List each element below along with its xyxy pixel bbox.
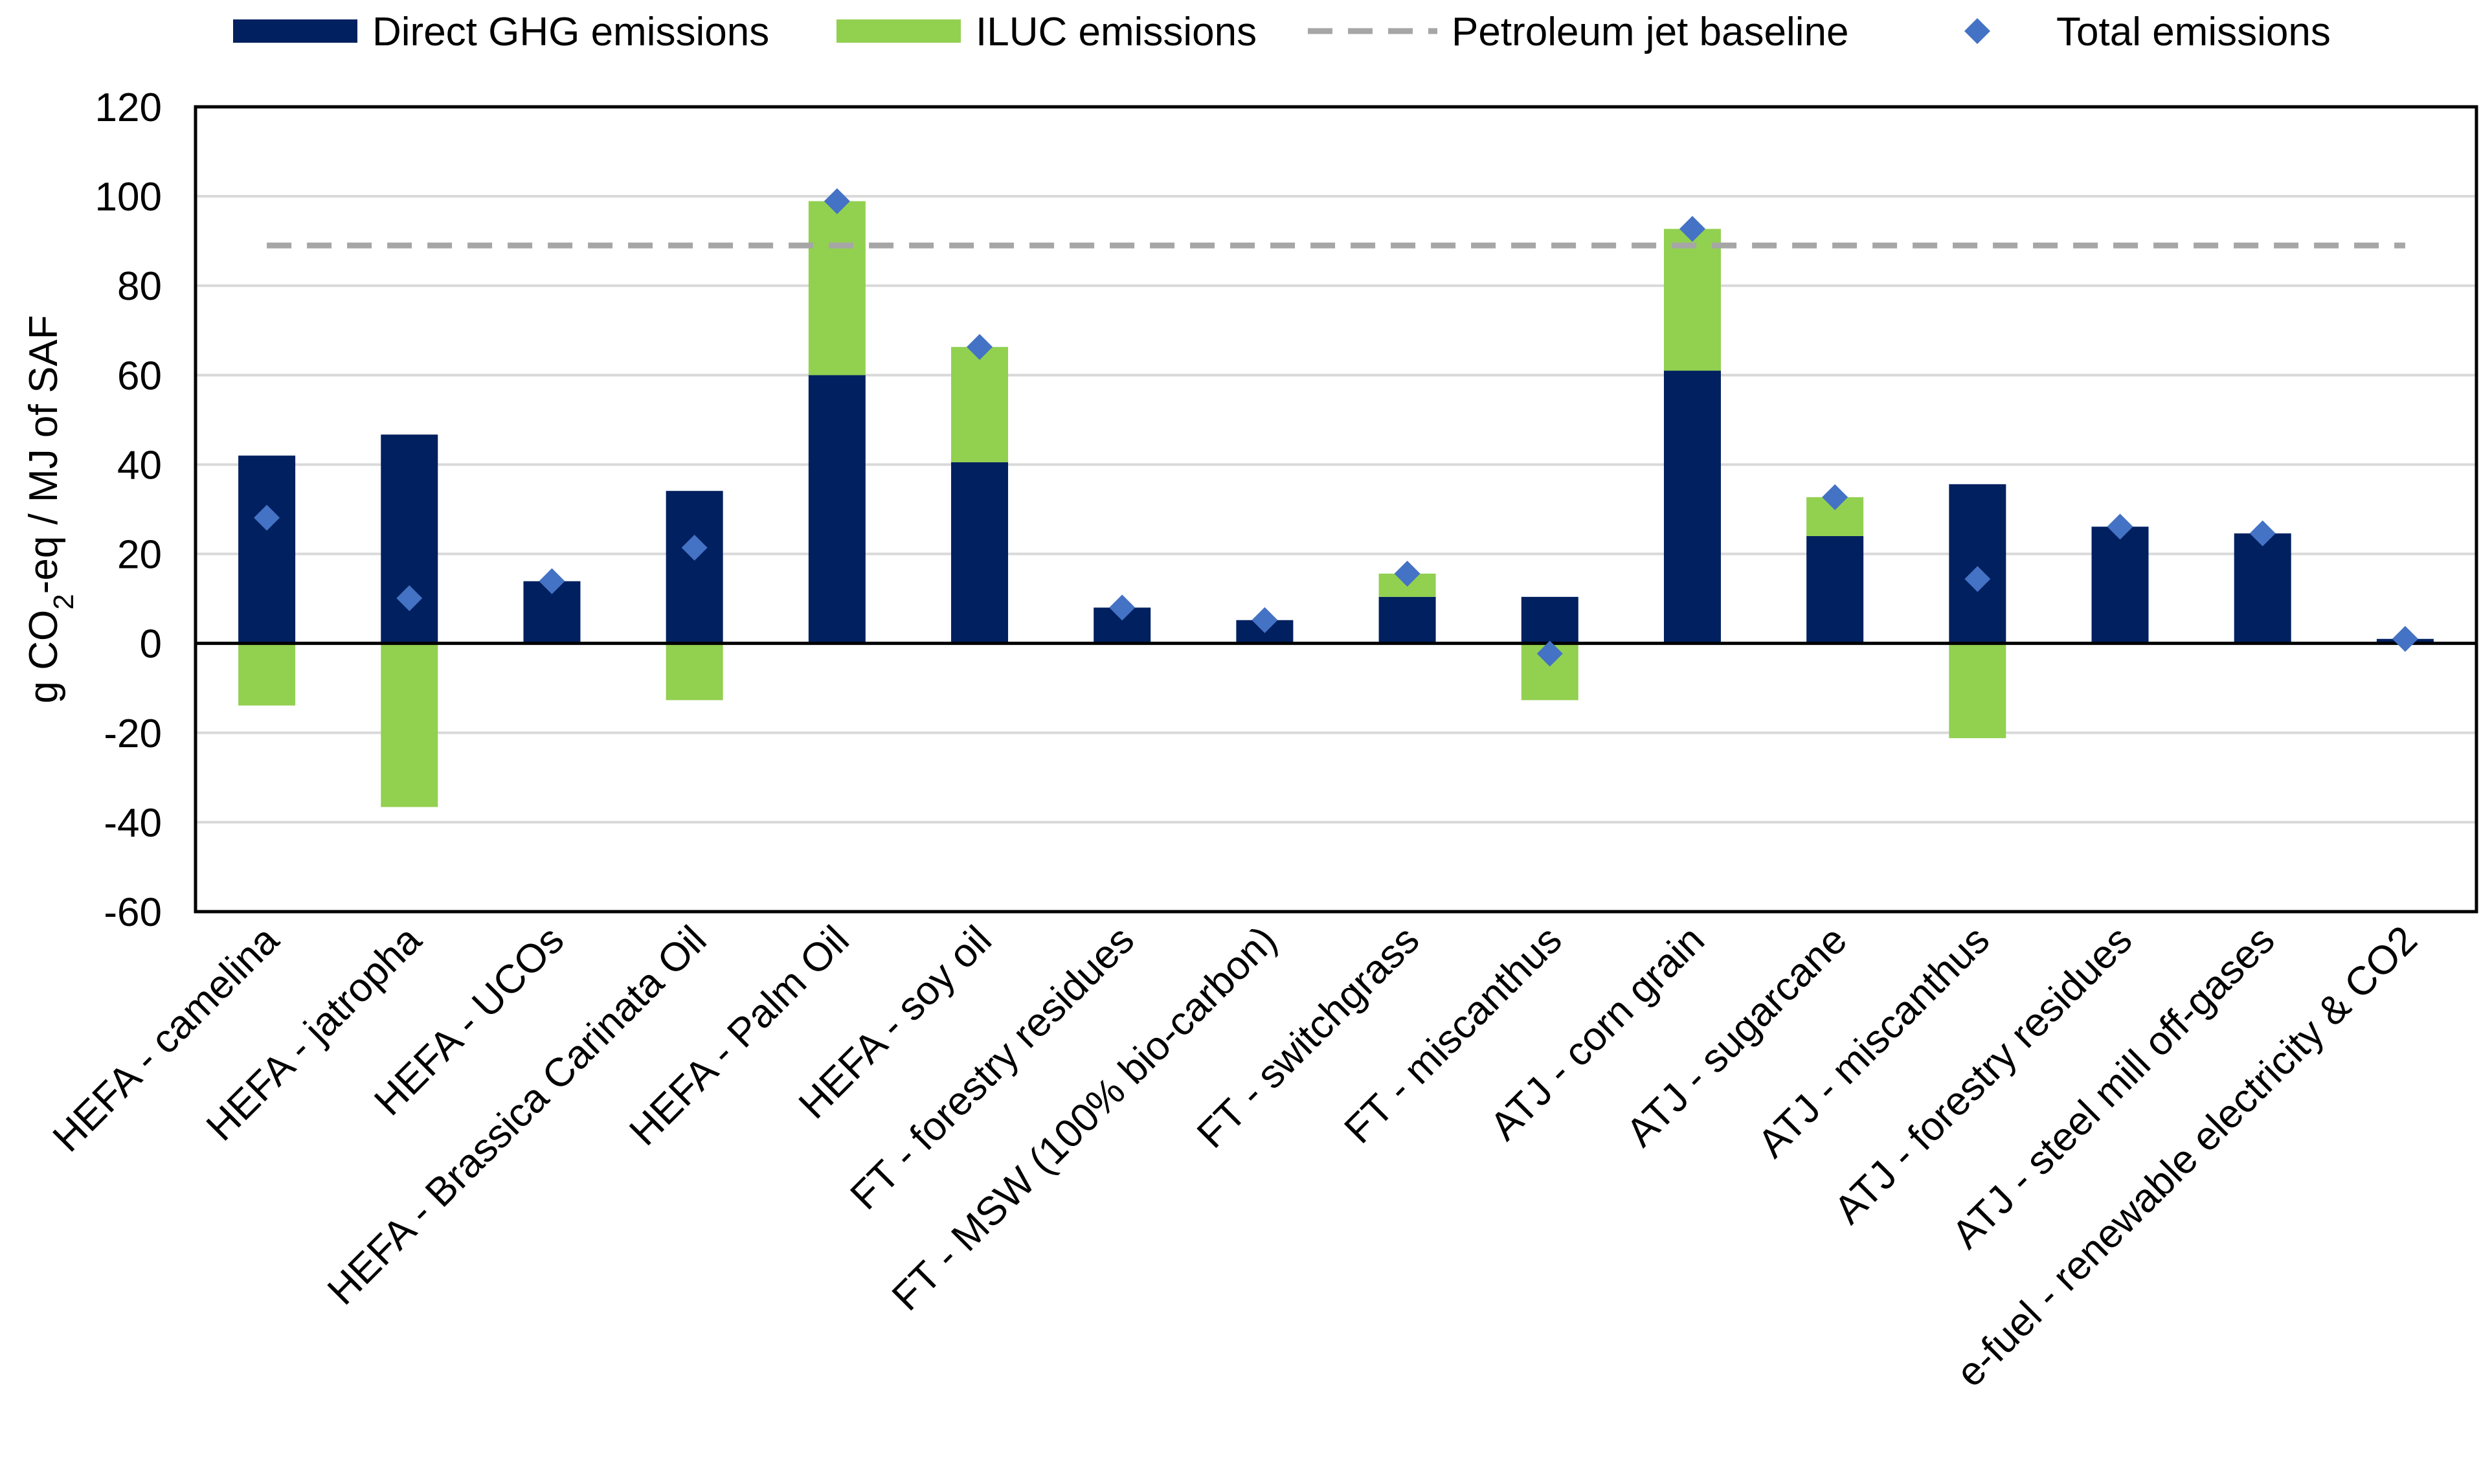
direct-ghg-emissions-bar [951, 462, 1009, 644]
total-emissions-marker [1822, 484, 1848, 510]
plot-area-frame [194, 105, 2478, 914]
y-tick-label: 60 [117, 354, 162, 398]
direct-ghg-emissions-bar [1663, 370, 1721, 644]
y-tick-label: 80 [117, 264, 162, 309]
total-emissions-marker [824, 188, 850, 214]
y-axis-label-prefix: g CO [21, 610, 66, 704]
total-emissions-marker [1394, 560, 1420, 587]
y-axis-label: g CO2-eq / MJ of SAF [21, 315, 80, 704]
total-emissions-marker [396, 585, 423, 611]
total-emissions-marker [1109, 594, 1136, 621]
direct-ghg-emissions-bar [1378, 596, 1436, 644]
total-markers [254, 188, 2418, 667]
iluc-emissions-bar [951, 346, 1009, 462]
total-emissions-marker [2107, 513, 2133, 540]
y-tick-label: 100 [95, 175, 162, 219]
y-axis-tick-labels: 120 100 80 60 40 20 0 -20 -40 -60 [95, 85, 162, 935]
total-emissions-marker [2249, 520, 2276, 546]
iluc-emissions-bar [1949, 643, 2006, 739]
y-axis-label-subscript: 2 [48, 594, 80, 609]
iluc-emissions-bar [808, 201, 866, 376]
y-tick-label: 120 [95, 85, 162, 130]
legend-label-iluc-emissions: ILUC emissions [976, 10, 1257, 54]
direct-ghg-emissions-bar [808, 375, 866, 644]
total-emissions-marker [1679, 216, 1705, 242]
total-emissions-marker [1964, 566, 1991, 592]
direct-ghg-emissions-bar [1949, 484, 2006, 644]
total-emissions-marker [967, 333, 993, 360]
y-axis-label-suffix: -eq / MJ of SAF [21, 315, 66, 594]
x-category-label: FT - forestry residues [842, 917, 1143, 1219]
legend-swatch-iluc-emissions [836, 19, 961, 43]
total-emissions-marker [539, 568, 565, 594]
direct-ghg-emissions-bar [1806, 535, 1864, 644]
y-tick-label: 40 [117, 443, 162, 488]
bars [238, 201, 2434, 807]
legend-label-total-emissions: Total emissions [2056, 10, 2331, 54]
total-emissions-marker [1536, 640, 1563, 667]
iluc-emissions-bar [1663, 229, 1721, 371]
iluc-emissions-bar [238, 643, 296, 706]
legend-label-petroleum-jet-baseline: Petroleum jet baseline [1452, 10, 1848, 54]
direct-ghg-emissions-bar [381, 434, 438, 644]
total-emissions-marker [2392, 625, 2418, 652]
total-emissions-marker [1252, 607, 1278, 633]
y-tick-label: 20 [117, 533, 162, 578]
iluc-emissions-bar [381, 643, 438, 807]
total-emissions-marker [681, 534, 708, 561]
direct-ghg-emissions-bar [2091, 526, 2149, 644]
legend: Direct GHG emissions ILUC emissions Petrol… [233, 10, 2331, 54]
y-tick-label: -60 [104, 890, 162, 935]
direct-ghg-emissions-bar [666, 491, 723, 644]
legend-swatch-direct-ghg-emissions [233, 19, 357, 43]
y-tick-label: 0 [140, 622, 162, 667]
direct-ghg-emissions-bar [2234, 533, 2291, 644]
legend-swatch-total-emissions [1964, 18, 1990, 44]
y-tick-label: -40 [104, 801, 162, 846]
y-tick-label: -20 [104, 712, 162, 756]
direct-ghg-emissions-bar [238, 455, 296, 644]
direct-ghg-emissions-bar [1521, 596, 1578, 644]
total-emissions-marker [254, 504, 280, 531]
legend-label-direct-ghg-emissions: Direct GHG emissions [372, 10, 769, 54]
iluc-emissions-bar [666, 643, 723, 701]
gridlines [196, 195, 2476, 824]
